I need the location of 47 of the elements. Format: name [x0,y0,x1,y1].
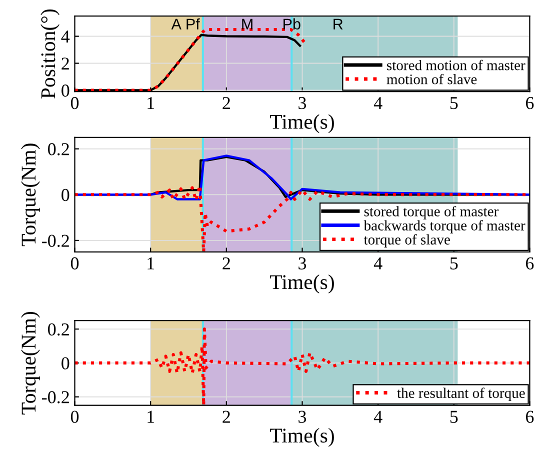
ref-line-label: Pb [284,18,300,30]
x-tick-label: 6 [526,97,534,110]
x-tick-label: 5 [450,97,458,110]
x-axis-title: Time(s) [270,114,334,134]
legend-label: motion of slave [386,74,477,84]
x-tick-label: 2 [222,257,230,270]
x-tick-label: 1 [148,97,154,109]
x-tick-label: 0 [70,257,79,270]
x-tick-label: 4 [374,97,382,109]
x-tick-label: 2 [222,410,230,423]
x-tick-label: 4 [374,257,382,270]
y-tick-label: 0.2 [48,143,69,156]
x-tick-label: 6 [526,410,534,423]
band-label: R [334,18,343,30]
band-label: M [242,18,252,30]
legend-label: the resultant of torque [397,388,525,401]
y-axis-title: Torque(Nm) [21,144,40,246]
x-tick-label: 0 [70,410,79,423]
x-axis-title: Time(s) [270,274,334,294]
band-label: A [171,18,182,30]
x-tick-label: 3 [298,257,306,270]
legend-label: backwards torque of master [364,220,526,234]
x-tick-label: 1 [148,257,154,270]
y-tick-label: 0.2 [48,323,69,336]
y-tick-label: 4 [61,30,70,43]
y-tick-label: 2 [62,58,69,70]
x-axis-title: Time(s) [270,428,334,447]
x-tick-label: 5 [450,257,458,270]
ref-line-label: Pf [186,18,200,30]
x-tick-label: 5 [450,410,458,423]
x-tick-label: 1 [148,410,154,423]
y-axis-title: Position(°) [40,9,60,98]
x-tick-label: 3 [298,410,306,423]
y-axis-title: Torque(Nm) [21,312,40,414]
x-tick-label: 4 [374,410,382,423]
y-tick-label: -0.2 [42,391,69,404]
y-tick-label: 0 [62,357,70,370]
legend-label: stored torque of master [364,206,499,220]
y-tick-label: 0 [62,84,70,97]
x-tick-label: 2 [222,97,230,109]
y-tick-label: 0 [62,188,70,202]
legend-label: stored motion of master [387,60,526,70]
x-tick-label: 0 [70,96,79,110]
legend-label: torque of slave [364,234,450,248]
y-tick-label: -0.2 [42,234,69,247]
x-tick-label: 3 [298,97,306,110]
x-tick-label: 6 [526,257,534,270]
